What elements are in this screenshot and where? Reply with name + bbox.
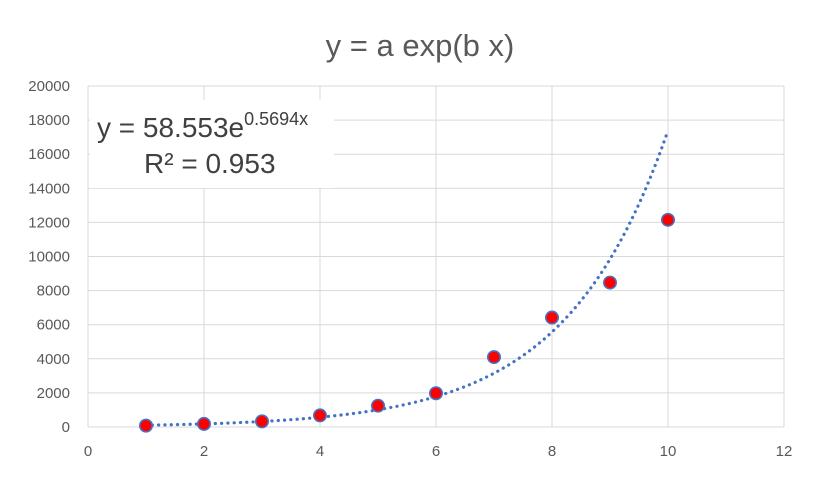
data-point [197, 416, 212, 431]
y-tick-label: 14000 [28, 180, 70, 197]
y-tick-label: 2000 [37, 385, 70, 402]
equation-exponent: 0.5694x [244, 109, 308, 129]
data-point [139, 418, 154, 433]
y-tick-label: 12000 [28, 214, 70, 231]
equation-label-background [90, 100, 334, 188]
x-tick-label: 8 [548, 443, 556, 460]
x-tick-label: 4 [316, 443, 324, 460]
y-tick-label: 6000 [37, 317, 70, 334]
y-tick-label: 10000 [28, 249, 70, 266]
y-tick-label: 16000 [28, 146, 70, 163]
x-tick-label: 10 [660, 443, 677, 460]
data-point [312, 408, 327, 423]
data-point [660, 212, 675, 227]
data-point [255, 414, 270, 429]
x-tick-label: 6 [432, 443, 440, 460]
data-point [428, 386, 443, 401]
gridlines [87, 85, 785, 428]
trendline-equation: y = 58.553e0.5694x [97, 109, 308, 143]
y-tick-label: 8000 [37, 283, 70, 300]
x-tick-label: 0 [84, 443, 92, 460]
r-squared-label: R² = 0.953 [144, 148, 276, 179]
y-tick-label: 20000 [28, 78, 70, 95]
data-point [602, 275, 617, 290]
equation-base: y = 58.553e [97, 112, 244, 143]
x-tick-label: 12 [776, 443, 793, 460]
x-axis-ticks: 0 2 4 6 8 10 12 [84, 443, 793, 460]
data-point [544, 310, 559, 325]
chart-title: y = a exp(b x) [326, 28, 515, 63]
data-point [370, 398, 385, 413]
y-tick-label: 0 [62, 419, 70, 436]
x-tick-label: 2 [200, 443, 208, 460]
y-tick-label: 18000 [28, 112, 70, 129]
y-axis-ticks: 0 2000 4000 6000 8000 10000 12000 14000 16000 180… [28, 78, 70, 436]
data-points [139, 212, 675, 433]
trendline [144, 128, 670, 427]
y-tick-label: 4000 [37, 351, 70, 368]
data-point [486, 350, 501, 365]
